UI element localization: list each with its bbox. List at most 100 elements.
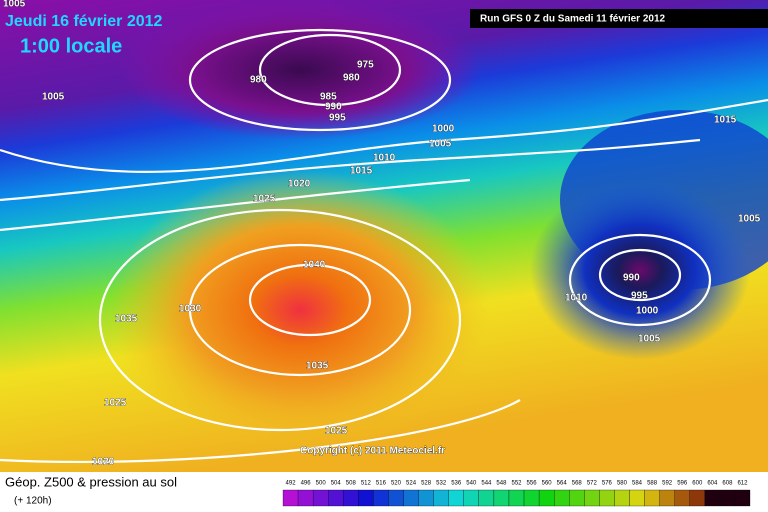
isobar-label: 1005 — [42, 92, 65, 103]
scale-label: 576 — [602, 481, 613, 487]
isobar-label: 1020 — [92, 457, 115, 468]
isobar-label: 1010 — [565, 293, 588, 304]
scale-label: 556 — [527, 481, 538, 487]
scale-label: 584 — [632, 481, 643, 487]
scale-swatch — [358, 489, 374, 507]
isobar-label: 1035 — [306, 361, 329, 372]
scale-label: 604 — [707, 481, 718, 487]
scale-swatch — [689, 489, 705, 507]
isobar-label: 980 — [343, 73, 360, 84]
isobar-label: 990 — [325, 102, 342, 113]
scale-label: 504 — [331, 481, 342, 487]
footer-lead: (+ 120h) — [14, 496, 52, 507]
scale-label: 520 — [391, 481, 402, 487]
isobar-label: 990 — [623, 273, 640, 284]
scale-swatch — [599, 489, 615, 507]
time-label: 1:00 locale — [20, 35, 122, 57]
scale-swatch — [403, 489, 419, 507]
run-label: Run GFS 0 Z du Samedi 11 février 2012 — [480, 14, 666, 25]
scale-swatch — [343, 489, 359, 507]
polar-low-area — [120, 0, 480, 140]
scale-label: 568 — [572, 481, 583, 487]
scale-label: 544 — [481, 481, 492, 487]
scale-swatch — [297, 489, 314, 507]
scale-swatch — [674, 489, 690, 507]
scale-swatch — [493, 489, 510, 507]
isobar-label: 1015 — [350, 166, 373, 177]
scale-label: 552 — [511, 481, 522, 487]
isobar-label: 1030 — [179, 304, 202, 315]
isobar-label: 1025 — [104, 398, 127, 409]
isobar-label: 1005 — [3, 0, 26, 10]
scale-swatch — [508, 489, 525, 507]
isobar-label: 1005 — [429, 139, 452, 150]
scale-label: 500 — [316, 481, 327, 487]
low-pressure-area — [530, 180, 750, 360]
scale-swatch — [704, 489, 721, 507]
scale-label: 608 — [722, 481, 733, 487]
scale-label: 536 — [451, 481, 462, 487]
scale-label: 492 — [286, 481, 297, 487]
date-label: Jeudi 16 février 2012 — [5, 13, 163, 30]
scale-swatch — [282, 489, 299, 507]
high-pressure-area — [110, 170, 490, 450]
scale-swatch — [734, 489, 751, 507]
scale-label: 508 — [346, 481, 357, 487]
scale-label: 532 — [436, 481, 447, 487]
isobar-label: 1005 — [638, 334, 661, 345]
isobar-label: 1010 — [373, 153, 396, 164]
scale-swatch — [659, 489, 675, 507]
isobar-label: 985 — [320, 92, 337, 103]
scale-label: 564 — [557, 481, 568, 487]
scale-swatch — [448, 489, 464, 507]
scale-label: 612 — [737, 481, 748, 487]
scale-label: 560 — [542, 481, 553, 487]
scale-swatch — [463, 489, 479, 507]
scale-swatch — [614, 489, 630, 507]
scale-label: 596 — [677, 481, 688, 487]
scale-swatch — [312, 489, 329, 507]
copyright: Copyright (c) 2011 Meteociel.fr — [300, 446, 445, 457]
scale-swatch — [328, 489, 344, 507]
scale-label: 588 — [647, 481, 658, 487]
scale-swatch — [433, 489, 449, 507]
scale-swatch — [719, 489, 736, 507]
scale-swatch — [629, 489, 645, 507]
run-box — [470, 9, 768, 28]
isobar-label: 1000 — [432, 124, 455, 135]
scale-swatch — [478, 489, 495, 507]
isobar-label: 1040 — [303, 260, 326, 271]
scale-swatch — [584, 489, 600, 507]
scale-swatch — [373, 489, 389, 507]
scale-swatch — [523, 489, 540, 507]
scale-label: 572 — [587, 481, 598, 487]
isobar-label: 1025 — [253, 194, 276, 205]
scale-swatch — [418, 489, 434, 507]
isobar-label: 1020 — [288, 179, 311, 190]
isobar-label: 980 — [250, 75, 267, 86]
isobar-label: 995 — [631, 291, 648, 302]
isobar-label: 1035 — [115, 314, 138, 325]
isobar-label: 1015 — [714, 115, 737, 126]
scale-label: 600 — [692, 481, 703, 487]
isobar-label: 975 — [357, 60, 374, 71]
scale-label: 592 — [662, 481, 673, 487]
scale-label: 512 — [361, 481, 372, 487]
scale-swatch — [554, 489, 570, 507]
scale-swatch — [569, 489, 585, 507]
scale-label: 540 — [466, 481, 477, 487]
scale-label: 528 — [421, 481, 432, 487]
scale-label: 496 — [301, 481, 312, 487]
isobar-lines — [0, 28, 768, 464]
scale-label: 524 — [406, 481, 417, 487]
footer-title: Géop. Z500 & pression au sol — [5, 474, 177, 489]
scale-label: 548 — [496, 481, 507, 487]
scale-label: 516 — [376, 481, 387, 487]
isobar-label: 1025 — [325, 426, 348, 437]
scale-swatch — [388, 489, 404, 507]
scale-swatch — [538, 489, 555, 507]
scale-swatch — [644, 489, 660, 507]
isobar-label: 1000 — [636, 306, 659, 317]
